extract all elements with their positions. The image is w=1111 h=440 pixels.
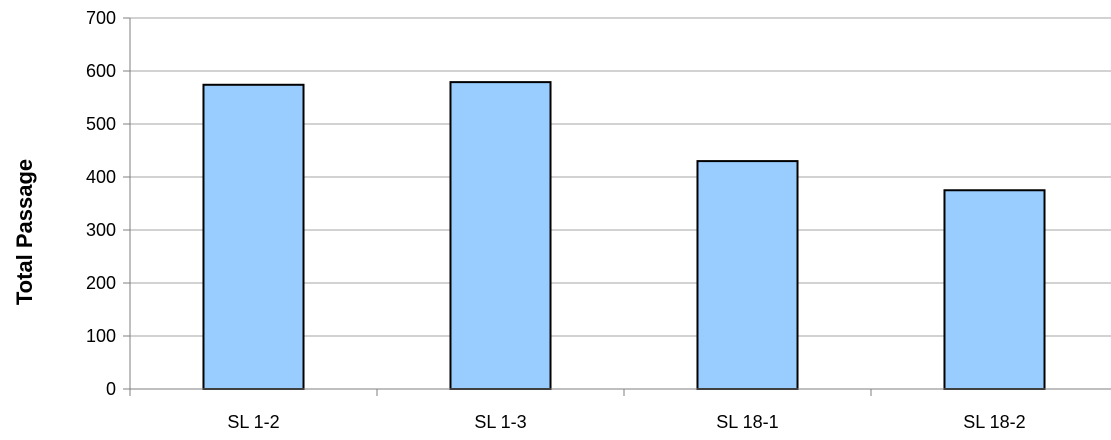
x-tick-label: SL 1-2 xyxy=(227,412,279,432)
y-tick-label: 0 xyxy=(106,379,116,399)
bars xyxy=(202,81,1046,390)
bar xyxy=(943,189,1046,390)
bar xyxy=(696,160,799,390)
x-tick-labels: SL 1-2 SL 1-3 SL 18-1 SL 18-2 xyxy=(227,412,1025,432)
y-tick-labels: 0 100 200 300 400 500 600 700 xyxy=(86,8,116,399)
y-tick-label: 500 xyxy=(86,114,116,134)
x-tick-label: SL 18-2 xyxy=(963,412,1025,432)
y-tick-label: 300 xyxy=(86,220,116,240)
y-tick-label: 100 xyxy=(86,326,116,346)
y-tick-label: 200 xyxy=(86,273,116,293)
bar xyxy=(202,83,305,390)
x-tick-label: SL 18-1 xyxy=(716,412,778,432)
y-tick-label: 400 xyxy=(86,167,116,187)
y-tick-label: 700 xyxy=(86,8,116,28)
x-tick-label: SL 1-3 xyxy=(474,412,526,432)
bar xyxy=(449,81,552,390)
y-axis-title: Total Passage xyxy=(12,159,37,305)
axes xyxy=(123,17,1111,396)
y-tick-label: 600 xyxy=(86,61,116,81)
